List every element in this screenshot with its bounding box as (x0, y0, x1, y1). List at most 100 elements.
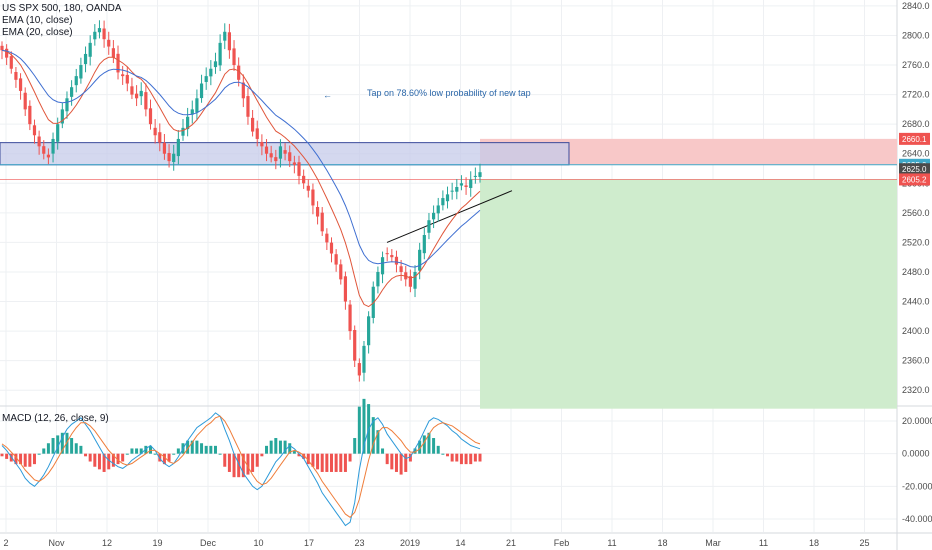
macd-legend[interactable]: MACD (12, 26, close, 9) (2, 413, 109, 424)
macd-histogram-bar (339, 453, 343, 472)
ema10-line (1, 49, 481, 308)
price-tag (899, 132, 930, 145)
macd-histogram-bar (116, 453, 120, 465)
symbol-title: US SPX 500, 180, OANDA (2, 3, 122, 14)
macd-histogram-bar (56, 435, 60, 454)
price-tick-label: 2720.0 (902, 90, 930, 100)
candle (213, 61, 218, 68)
macd-histogram-bar (162, 453, 166, 465)
candle (186, 116, 190, 130)
macd-histogram-bar (469, 453, 473, 465)
macd-histogram-bar (125, 453, 129, 455)
price-tick-label: 2840.0 (902, 1, 930, 11)
time-tick-label: 10 (253, 538, 263, 548)
candle (218, 42, 222, 66)
macd-histogram-bar (283, 440, 287, 454)
macd-histogram-bar (153, 453, 157, 455)
macd-histogram-bar (19, 453, 23, 465)
candle (473, 175, 477, 177)
macd-histogram-bar (302, 453, 306, 459)
time-tick-label: 21 (506, 538, 516, 548)
candle (431, 212, 436, 220)
candle (172, 153, 176, 163)
price-tick-label: 2520.0 (902, 237, 930, 247)
macd-histogram-bar (385, 453, 389, 465)
macd-histogram-bar (28, 453, 32, 467)
candle (199, 83, 204, 99)
ema20-legend[interactable]: EMA (20, close) (2, 27, 73, 38)
signal-line (1, 415, 481, 518)
candle (464, 185, 468, 187)
time-tick-label: Dec (200, 538, 217, 548)
macd-histogram-bar (357, 406, 361, 454)
candle (311, 189, 315, 206)
macd-histogram-bar (5, 453, 9, 459)
left-arrow-icon[interactable]: ← (323, 90, 332, 100)
candle (144, 92, 148, 110)
candle (445, 194, 450, 202)
macd-histogram-bar (60, 432, 64, 454)
macd-histogram-bar (269, 440, 273, 454)
candle (362, 345, 366, 373)
macd-histogram-bar (172, 453, 176, 455)
macd-histogram-bar (246, 453, 250, 475)
macd-histogram-bar (218, 453, 222, 455)
candle (306, 185, 310, 191)
macd-histogram-bar (79, 445, 83, 454)
ema10-legend[interactable]: EMA (10, close) (2, 15, 73, 26)
candle (436, 205, 440, 214)
candle (93, 31, 97, 40)
macd-histogram-bar (209, 445, 213, 454)
candle (195, 98, 199, 113)
candle (302, 175, 306, 184)
macd-histogram-bar (278, 440, 282, 454)
macd-histogram-bar (93, 453, 97, 467)
annotation: ← Tap on 78.60% low probability of new t… (323, 88, 531, 100)
macd-histogram-bar (413, 448, 417, 454)
candle (255, 128, 259, 139)
macd-histogram-bar (121, 453, 125, 462)
macd-histogram-bar (74, 443, 78, 454)
price-tag-label: 2660.1 (902, 135, 927, 144)
candle (357, 363, 361, 376)
price-tick-label: 2480.0 (902, 267, 930, 277)
candle (181, 127, 185, 136)
candle (348, 304, 352, 332)
macd-histogram-bar (408, 453, 412, 462)
macd-histogram-bar (473, 453, 477, 462)
time-tick-label: 25 (859, 538, 869, 548)
candle (367, 316, 371, 346)
candle (408, 276, 412, 287)
candle (23, 92, 27, 110)
macd-histogram-bar (274, 438, 278, 454)
candle (418, 249, 422, 271)
time-tick-label: 2019 (400, 538, 420, 548)
macd-histogram-bar (232, 453, 236, 478)
candle (223, 31, 227, 41)
macd-histogram-bar (441, 453, 445, 455)
macd-histogram-bar (195, 440, 199, 454)
macd-histogram-bar (478, 453, 482, 462)
macd-histogram-bar (432, 438, 436, 454)
macd-histogram-bar (139, 448, 143, 454)
take-profit-area (480, 179, 897, 409)
macd-histogram-bar (436, 445, 440, 454)
macd-histogram-bar (84, 453, 88, 457)
macd-histogram-bar (227, 453, 231, 472)
macd-histogram-bar (353, 438, 357, 454)
time-tick-label: 23 (354, 538, 364, 548)
macd-pane (0, 398, 482, 527)
candle (14, 71, 18, 80)
trend-line (386, 190, 513, 243)
macd-tick-label: 0.0000 (902, 449, 930, 459)
macd-histogram-bar (97, 453, 101, 470)
macd-histogram-bar (255, 453, 259, 467)
time-tick-label: 12 (102, 538, 112, 548)
macd-tick-label: -40.0000 (902, 514, 932, 524)
macd-histogram-bar (14, 453, 18, 465)
macd-histogram-bar (343, 453, 347, 472)
macd-histogram-bar (329, 453, 333, 472)
macd-histogram-bar (371, 417, 375, 454)
candle (376, 271, 380, 287)
